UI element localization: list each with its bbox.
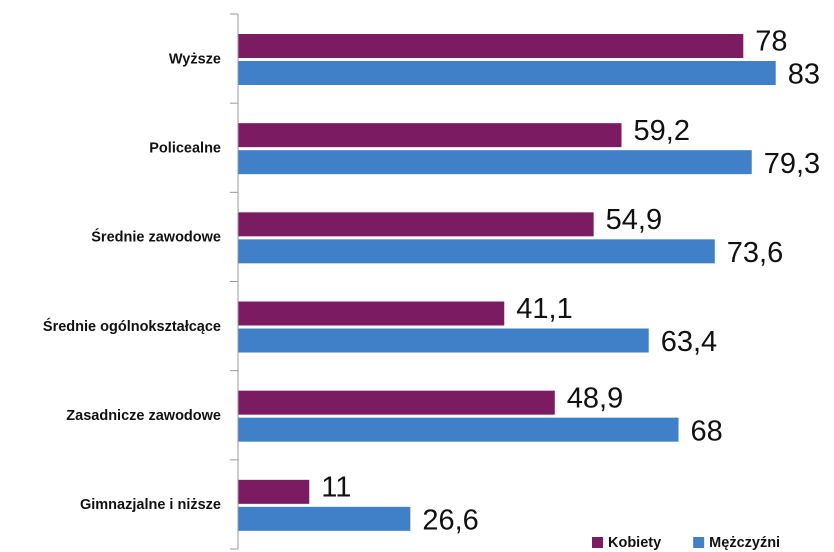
category-label: Policealne (149, 141, 221, 157)
category-label: Wyższe (169, 51, 221, 67)
category-label: Gimnazjalne i niższe (80, 497, 221, 513)
value-label: 63,4 (661, 326, 717, 358)
bar (238, 506, 411, 531)
bar (238, 123, 622, 148)
legend-label: Kobiety (608, 535, 661, 551)
value-label: 11 (321, 471, 351, 503)
bar (238, 150, 752, 175)
value-label: 59,2 (634, 115, 690, 147)
bar (238, 212, 594, 237)
legend-swatch (592, 537, 603, 548)
bar (238, 61, 776, 85)
bar (238, 239, 715, 264)
value-label: 26,6 (422, 504, 478, 536)
category-label: Średnie zawodowe (91, 228, 221, 246)
bar (238, 390, 555, 415)
value-label: 83 (788, 59, 820, 91)
bar (238, 301, 505, 326)
category-label: Średnie ogólnokształcące (43, 317, 221, 335)
value-label: 54,9 (606, 204, 662, 236)
value-label: 73,6 (727, 237, 783, 269)
value-label: 68 (691, 415, 723, 447)
value-label: 48,9 (567, 382, 623, 414)
value-label: 79,3 (764, 148, 820, 180)
value-label: 78 (755, 26, 787, 58)
bar (238, 479, 310, 504)
legend-label: Mężczyźni (709, 535, 780, 551)
category-label: Zasadnicze zawodowe (66, 408, 221, 424)
value-label: 41,1 (516, 293, 572, 325)
bar (238, 417, 679, 442)
bar (238, 34, 744, 58)
legend-swatch (693, 537, 705, 548)
bar (238, 328, 649, 353)
